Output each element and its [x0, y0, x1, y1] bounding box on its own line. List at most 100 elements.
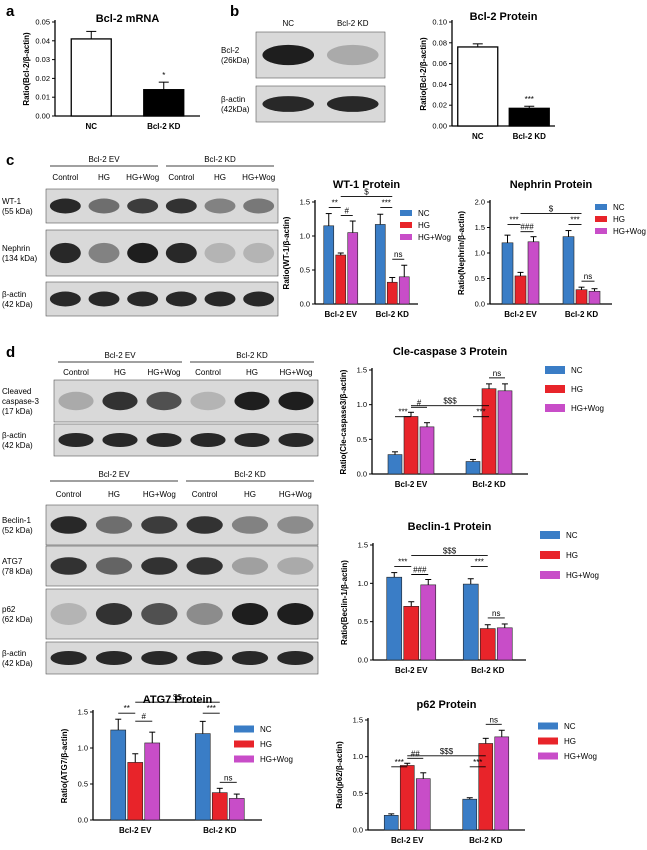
legend-swatch — [234, 755, 254, 763]
y-tick-label: 0.5 — [353, 789, 363, 798]
bar — [143, 89, 185, 117]
y-tick-label: 0.5 — [357, 435, 367, 444]
y-axis-label: Ratio(Cle-caspase3/β-actin) — [339, 369, 348, 474]
legend-swatch — [545, 404, 565, 412]
bar — [419, 426, 435, 475]
legend-swatch — [400, 234, 412, 240]
bar — [497, 390, 513, 475]
panel-letter-b: b — [230, 3, 239, 20]
blot-band — [49, 242, 81, 264]
blot-lane-label: HG+Wog — [242, 173, 275, 182]
legend-label: HG+Wog — [564, 752, 597, 761]
bar — [481, 388, 497, 475]
blot-lane-label: HG — [244, 490, 256, 499]
legend-label: HG — [571, 385, 583, 394]
bar — [386, 281, 398, 305]
blot-band — [243, 291, 275, 307]
bar — [457, 46, 499, 127]
significance-label: ** — [124, 704, 130, 713]
blot-row-label: Nephrin — [2, 244, 30, 253]
bar — [508, 107, 550, 127]
y-axis-label: Ratio(Bcl-2/β-actin) — [22, 32, 31, 106]
blot-band — [50, 650, 87, 666]
blot-membrane — [53, 423, 319, 457]
significance-label: *** — [525, 95, 534, 104]
blot-lane-label: Control — [63, 368, 89, 377]
blot-band — [262, 44, 315, 66]
y-tick-label: 0.05 — [35, 18, 50, 27]
bar — [462, 798, 478, 831]
y-tick-label: 0.0 — [78, 816, 88, 825]
blot-lane-label: Bcl-2 KD — [337, 19, 369, 28]
blot-band — [146, 391, 182, 411]
significance-label: *** — [395, 758, 404, 767]
y-tick-label: 1.0 — [358, 579, 368, 588]
x-tick-label: Bcl-2 KD — [513, 132, 547, 141]
blot-lane-label: HG+Wog — [279, 490, 312, 499]
blot-membrane — [45, 281, 279, 317]
significance-label: # — [345, 207, 350, 216]
bar — [415, 778, 431, 831]
blot-row-label: (42kDa) — [221, 105, 250, 114]
bar — [496, 627, 513, 661]
significance-label: # — [417, 398, 422, 407]
bar — [575, 289, 588, 305]
y-axis-label: Ratio(Beclin-1/β-actin) — [340, 560, 349, 645]
x-tick-label: Bcl-2 KD — [469, 836, 503, 845]
blot-row-label: (55 kDa) — [2, 207, 33, 216]
x-tick-label: Bcl-2 EV — [395, 480, 428, 489]
blot-membrane — [53, 379, 319, 423]
blot-band — [186, 557, 223, 575]
x-tick-label: Bcl-2 KD — [472, 480, 506, 489]
y-tick-label: 0.5 — [78, 780, 88, 789]
blot-row-label: (134 kDa) — [2, 254, 37, 263]
blot-row-label: β-actin — [2, 431, 26, 440]
bar — [323, 225, 335, 305]
y-tick-label: 0.0 — [357, 470, 367, 479]
blot-band — [165, 198, 197, 214]
blot-row-label: ATG7 — [2, 557, 23, 566]
bar — [403, 416, 419, 475]
legend-label: NC — [260, 725, 272, 734]
blot-band — [88, 291, 120, 307]
y-tick-label: 0.01 — [35, 93, 50, 102]
blot-lane-label: NC — [282, 19, 294, 28]
blot-row-label: (52 kDa) — [2, 526, 33, 535]
blot-lane-label: Control — [195, 368, 221, 377]
blot-band — [95, 516, 133, 534]
blot-row-label: (62 kDa) — [2, 615, 33, 624]
blot-row-label: Bcl-2 — [221, 46, 240, 55]
blot-row-label: Beclin-1 — [2, 516, 31, 525]
blot-lane-label: Control — [56, 490, 82, 499]
bar — [494, 736, 510, 831]
legend-label: HG+Wog — [566, 571, 599, 580]
y-tick-label: 1.0 — [357, 400, 367, 409]
y-axis-label: Ratio(Nephrin/β-actin) — [457, 211, 466, 295]
significance-label: ns — [584, 272, 592, 281]
blot-lane-label: Control — [192, 490, 218, 499]
blot-band — [190, 391, 226, 411]
y-tick-label: 0.5 — [300, 266, 310, 275]
legend-swatch — [540, 551, 560, 559]
y-tick-label: 0.0 — [358, 656, 368, 665]
blot-band — [141, 650, 178, 666]
blot-band — [49, 198, 81, 214]
bar — [562, 236, 575, 305]
blot-row-label: p62 — [2, 605, 16, 614]
blot-row-label: WT-1 — [2, 197, 22, 206]
legend-swatch — [595, 216, 607, 222]
blot-lane-label: Control — [168, 173, 194, 182]
bar — [194, 733, 211, 821]
y-axis-label: Ratio(WT-1/β-actin) — [282, 216, 291, 289]
blot-band — [326, 44, 379, 66]
blot-lane-label: HG — [114, 368, 126, 377]
blot-band — [262, 96, 315, 112]
blot-membrane — [45, 188, 279, 224]
blot-band — [326, 96, 379, 112]
blot-band — [243, 198, 275, 214]
x-tick-label: Bcl-2 KD — [565, 310, 599, 319]
blot-row-label: (26kDa) — [221, 56, 250, 65]
blot-band — [58, 432, 94, 448]
legend-label: HG+Wog — [571, 404, 604, 413]
